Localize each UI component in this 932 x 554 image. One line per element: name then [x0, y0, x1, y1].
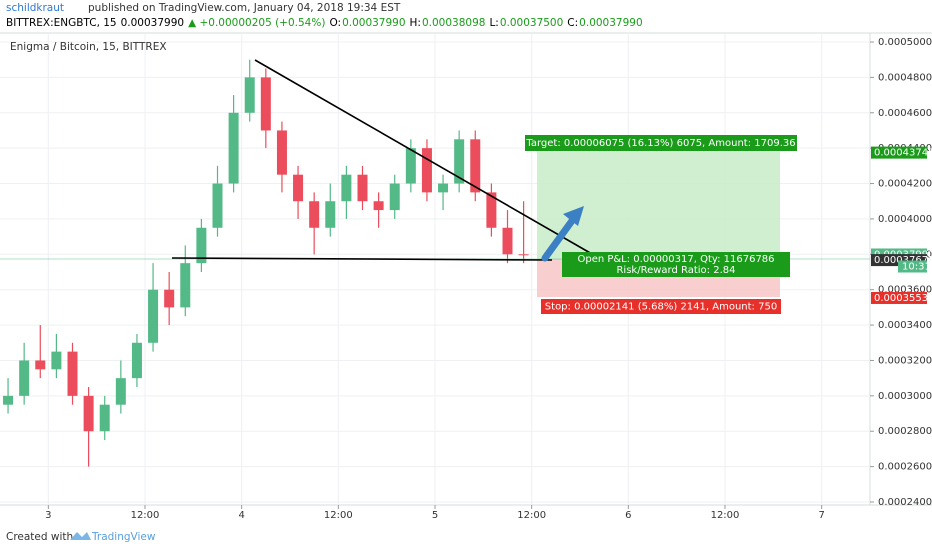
support-line: [171, 257, 553, 261]
candle-body: [260, 77, 271, 131]
candle-body: [196, 227, 207, 264]
published: published on TradingView.com, January 04…: [88, 2, 401, 14]
candle-body: [470, 139, 481, 193]
arrow-head: [563, 206, 584, 226]
ohlc-key: L:: [489, 17, 498, 29]
candle-body: [228, 112, 239, 184]
candle-body: [67, 351, 78, 396]
candle-body: [421, 148, 432, 193]
candle-body: [115, 378, 126, 405]
candle-body: [164, 289, 175, 308]
candle-body: [293, 174, 304, 202]
candle-body: [486, 192, 497, 228]
price-tag: [871, 146, 927, 159]
candle-body: [502, 227, 513, 255]
pnl-label-box: [562, 252, 790, 277]
footer-brand[interactable]: TradingView: [91, 531, 156, 543]
x-tick-label: 5: [432, 510, 438, 521]
candle-body: [212, 183, 223, 228]
author[interactable]: schildkraut: [6, 2, 64, 14]
candle-body: [148, 289, 159, 343]
symbol-line: BITTREX:ENGBTC, 15 0.00037990 ▲ +0.0000020…: [6, 17, 643, 29]
candle-body: [389, 183, 400, 211]
candle-body: [454, 139, 465, 184]
change: ▲ +0.00000205 (+0.54%): [188, 17, 325, 29]
symbol: BITTREX:ENGBTC, 15: [6, 17, 117, 29]
candle-body: [309, 201, 320, 228]
candle-body: [51, 351, 62, 370]
stop-label: Stop: 0.00002141 (5.68%) 2141, Amount: 7…: [545, 302, 777, 313]
target-label: Target: 0.00006075 (16.13%) 6075, Amount…: [525, 138, 795, 149]
ohlc-value: 0.00037990: [579, 17, 642, 29]
ratio-label: Risk/Reward Ratio: 2.84: [616, 265, 735, 276]
candle-body: [276, 130, 287, 175]
tv-logo: [70, 532, 91, 540]
ohlc-key: O:: [329, 17, 341, 29]
x-tick-label: 12:00: [324, 510, 353, 521]
candle-body: [325, 201, 336, 228]
candle-body: [19, 360, 30, 396]
price-tag-label: 0.00035532: [874, 293, 932, 304]
candle-body: [35, 360, 46, 370]
candle-body: [373, 201, 384, 211]
price-tag-label: 0.00043748: [874, 148, 932, 159]
x-tick-label: 7: [818, 510, 824, 521]
x-tick-label: 12:00: [517, 510, 546, 521]
candle-body: [180, 263, 191, 308]
candle-body: [3, 395, 14, 405]
ohlc-key: C:: [567, 17, 578, 29]
ohlc-value: 0.00038098: [422, 17, 485, 29]
candle-body: [244, 77, 255, 113]
trendline: [254, 59, 593, 255]
pnl-label: Open P&L: 0.00000317, Qty: 11676786: [577, 254, 774, 265]
x-tick-label: 4: [238, 510, 244, 521]
x-tick-label: 12:00: [131, 510, 160, 521]
candles: [3, 59, 529, 467]
candle-body: [438, 183, 449, 193]
target-zone: [537, 143, 780, 259]
target-label-box: [525, 135, 797, 151]
candle-body: [357, 174, 368, 202]
candle-body: [405, 148, 416, 184]
candle-body: [341, 174, 352, 202]
ohlc-value: 0.00037990: [342, 17, 405, 29]
ohlc-key: H:: [410, 17, 421, 29]
candle-body: [131, 342, 142, 379]
arrow-shaft: [541, 214, 578, 262]
candle-body: [83, 395, 94, 432]
last-price: 0.00037990: [121, 17, 184, 29]
x-tick-label: 12:00: [711, 510, 740, 521]
candle-body: [518, 254, 529, 256]
footer-created: Created with: [6, 531, 73, 543]
y-tick-label: 0.00050000: [878, 37, 932, 48]
chart-title: Enigma / Bitcoin, 15, BITTREX: [10, 41, 167, 53]
stop-label-box: [541, 299, 781, 314]
ohlc-value: 0.00037500: [500, 17, 563, 29]
x-tick-label: 6: [625, 510, 631, 521]
price-tag: [871, 291, 927, 304]
countdown-box: [898, 260, 927, 273]
candle-body: [99, 404, 110, 432]
x-tick-label: 3: [45, 510, 51, 521]
countdown: 10:31: [902, 261, 931, 272]
